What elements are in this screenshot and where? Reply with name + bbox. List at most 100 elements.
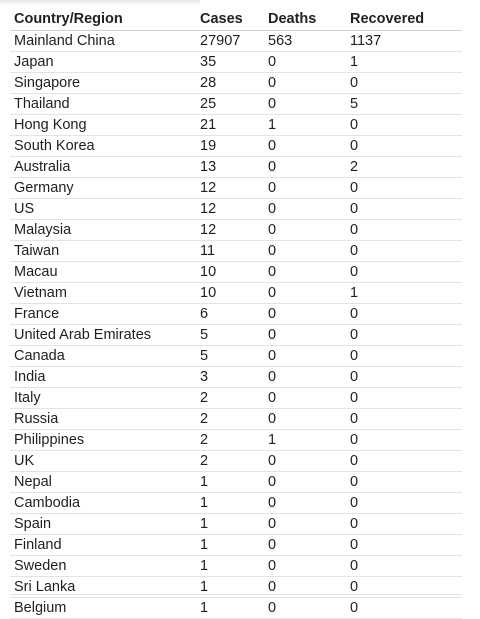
header-cases: Cases bbox=[196, 8, 264, 31]
cases-cell: 6 bbox=[196, 303, 264, 325]
country-cell: United Arab Emirates bbox=[10, 324, 196, 346]
table-row: France 6 0 0 bbox=[10, 303, 462, 325]
deaths-cell: 0 bbox=[264, 177, 346, 199]
cases-cell: 2 bbox=[196, 387, 264, 409]
deaths-cell: 0 bbox=[264, 576, 346, 598]
cases-cell: 1 bbox=[196, 534, 264, 556]
top-edge-shading bbox=[0, 0, 200, 6]
deaths-cell: 0 bbox=[264, 282, 346, 304]
recovered-cell: 0 bbox=[346, 534, 462, 556]
deaths-cell: 563 bbox=[264, 30, 346, 52]
table-row: Thailand 25 0 5 bbox=[10, 93, 462, 115]
cases-cell: 12 bbox=[196, 177, 264, 199]
cases-cell: 5 bbox=[196, 345, 264, 367]
country-cell: Cambodia bbox=[10, 492, 196, 514]
deaths-cell: 0 bbox=[264, 156, 346, 178]
table-row: Finland 1 0 0 bbox=[10, 534, 462, 556]
country-cell: Taiwan bbox=[10, 240, 196, 262]
cases-cell: 2 bbox=[196, 408, 264, 430]
table-row: Belgium 1 0 0 bbox=[10, 597, 462, 619]
recovered-cell: 0 bbox=[346, 555, 462, 577]
table-row: US 12 0 0 bbox=[10, 198, 462, 220]
recovered-cell: 0 bbox=[346, 471, 462, 493]
cases-cell: 12 bbox=[196, 219, 264, 241]
table-row: Malaysia 12 0 0 bbox=[10, 219, 462, 241]
table-row: Canada 5 0 0 bbox=[10, 345, 462, 367]
cases-cell: 35 bbox=[196, 51, 264, 73]
table-row: Sweden 1 0 0 bbox=[10, 555, 462, 577]
country-cell: Philippines bbox=[10, 429, 196, 451]
cases-cell: 25 bbox=[196, 93, 264, 115]
country-cell: South Korea bbox=[10, 135, 196, 157]
country-cell: Finland bbox=[10, 534, 196, 556]
recovered-cell: 5 bbox=[346, 93, 462, 115]
table-row: Mainland China 27907 563 1137 bbox=[10, 30, 462, 52]
cases-cell: 5 bbox=[196, 324, 264, 346]
country-cell: Canada bbox=[10, 345, 196, 367]
cases-cell: 10 bbox=[196, 282, 264, 304]
deaths-cell: 0 bbox=[264, 366, 346, 388]
table-row: Italy 2 0 0 bbox=[10, 387, 462, 409]
cases-cell: 12 bbox=[196, 198, 264, 220]
table-row: UK 2 0 0 bbox=[10, 450, 462, 472]
country-cell: Singapore bbox=[10, 72, 196, 94]
deaths-cell: 0 bbox=[264, 72, 346, 94]
recovered-cell: 2 bbox=[346, 156, 462, 178]
deaths-cell: 0 bbox=[264, 219, 346, 241]
country-cell: Vietnam bbox=[10, 282, 196, 304]
recovered-cell: 0 bbox=[346, 450, 462, 472]
country-cell: Thailand bbox=[10, 93, 196, 115]
deaths-cell: 0 bbox=[264, 534, 346, 556]
document-page: Country/Region Cases Deaths Recovered Ma… bbox=[0, 0, 462, 619]
recovered-cell: 0 bbox=[346, 597, 462, 619]
deaths-cell: 0 bbox=[264, 240, 346, 262]
deaths-cell: 0 bbox=[264, 513, 346, 535]
country-cell: Germany bbox=[10, 177, 196, 199]
deaths-cell: 1 bbox=[264, 114, 346, 136]
table-row: Hong Kong 21 1 0 bbox=[10, 114, 462, 136]
recovered-cell: 0 bbox=[346, 72, 462, 94]
cases-cell: 27907 bbox=[196, 30, 264, 52]
country-cell: Japan bbox=[10, 51, 196, 73]
cases-cell: 3 bbox=[196, 366, 264, 388]
deaths-cell: 0 bbox=[264, 51, 346, 73]
country-cell: France bbox=[10, 303, 196, 325]
deaths-cell: 0 bbox=[264, 450, 346, 472]
recovered-cell: 1 bbox=[346, 282, 462, 304]
table-row: Cambodia 1 0 0 bbox=[10, 492, 462, 514]
table-row: Taiwan 11 0 0 bbox=[10, 240, 462, 262]
recovered-cell: 0 bbox=[346, 261, 462, 283]
cases-cell: 1 bbox=[196, 471, 264, 493]
table-bottom-border bbox=[10, 594, 462, 595]
recovered-cell: 1137 bbox=[346, 30, 462, 52]
table-row: United Arab Emirates 5 0 0 bbox=[10, 324, 462, 346]
recovered-cell: 0 bbox=[346, 219, 462, 241]
header-deaths: Deaths bbox=[264, 8, 346, 31]
cases-cell: 1 bbox=[196, 597, 264, 619]
table-row: Germany 12 0 0 bbox=[10, 177, 462, 199]
cases-table: Country/Region Cases Deaths Recovered Ma… bbox=[10, 8, 462, 619]
country-cell: Hong Kong bbox=[10, 114, 196, 136]
header-recovered: Recovered bbox=[346, 8, 462, 31]
table-row: Vietnam 10 0 1 bbox=[10, 282, 462, 304]
recovered-cell: 0 bbox=[346, 324, 462, 346]
recovered-cell: 0 bbox=[346, 177, 462, 199]
table-row: Nepal 1 0 0 bbox=[10, 471, 462, 493]
recovered-cell: 0 bbox=[346, 240, 462, 262]
recovered-cell: 0 bbox=[346, 408, 462, 430]
table-body: Mainland China 27907 563 1137 Japan 35 0 1 Singa… bbox=[10, 30, 462, 619]
cases-cell: 28 bbox=[196, 72, 264, 94]
recovered-cell: 1 bbox=[346, 51, 462, 73]
table-row: Japan 35 0 1 bbox=[10, 51, 462, 73]
cases-cell: 11 bbox=[196, 240, 264, 262]
recovered-cell: 0 bbox=[346, 303, 462, 325]
cases-cell: 2 bbox=[196, 429, 264, 451]
deaths-cell: 0 bbox=[264, 597, 346, 619]
deaths-cell: 0 bbox=[264, 471, 346, 493]
country-cell: UK bbox=[10, 450, 196, 472]
recovered-cell: 0 bbox=[346, 429, 462, 451]
cases-cell: 1 bbox=[196, 555, 264, 577]
recovered-cell: 0 bbox=[346, 198, 462, 220]
country-cell: Italy bbox=[10, 387, 196, 409]
cases-cell: 13 bbox=[196, 156, 264, 178]
